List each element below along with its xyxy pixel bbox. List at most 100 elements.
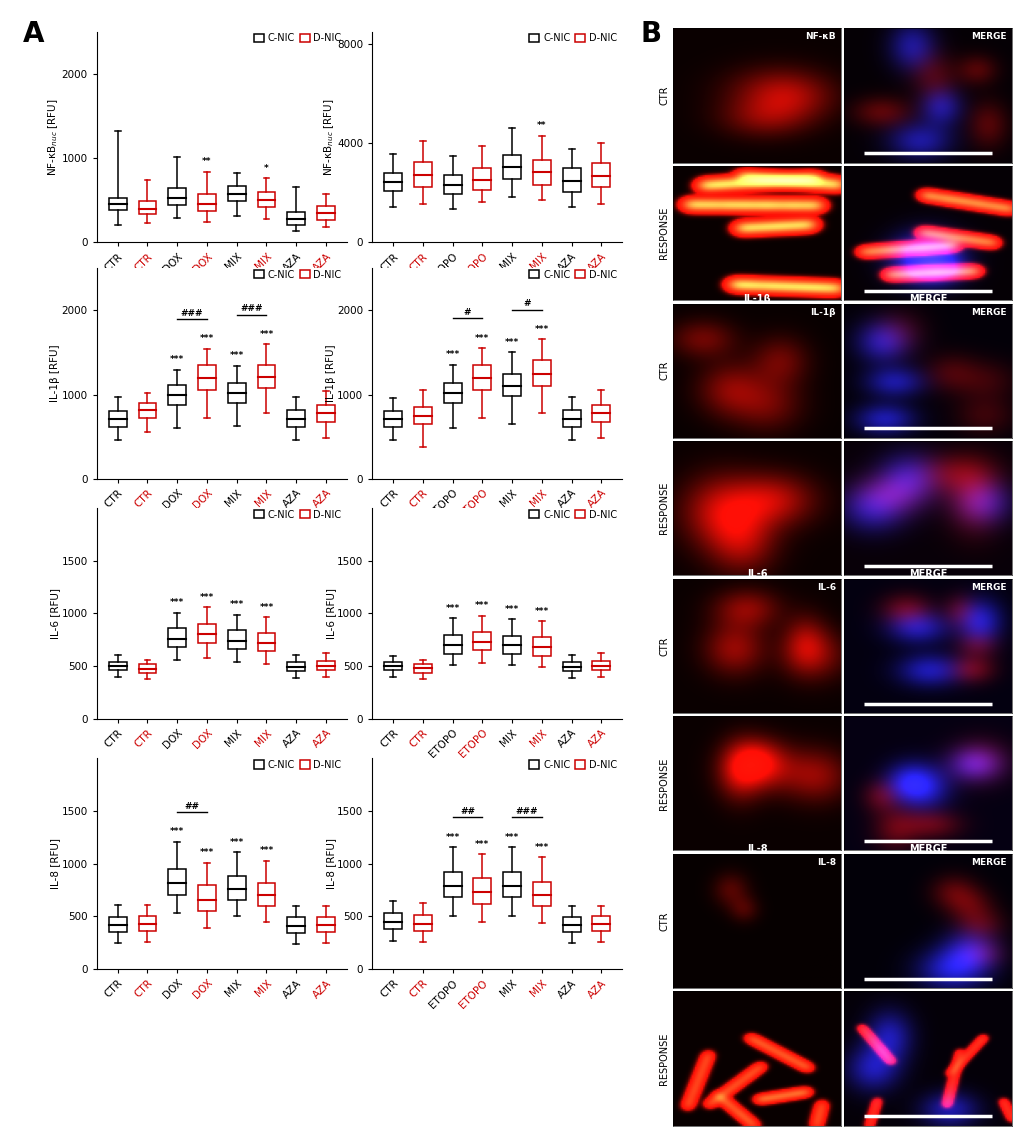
Text: IL-8: IL-8 [746,844,766,854]
Text: ***: *** [229,351,244,360]
Bar [287,918,305,933]
Bar [198,624,216,644]
Bar [287,410,305,426]
Text: ***: *** [200,594,214,603]
Bar [414,915,431,931]
Y-axis label: RESPONSE: RESPONSE [658,1032,668,1085]
Text: ***: *** [445,832,460,841]
Bar [473,167,491,190]
Bar [473,631,491,650]
Bar [592,163,609,188]
Bar [473,879,491,904]
Bar [227,877,246,899]
Y-axis label: CTR: CTR [658,636,668,656]
Text: IL-6: IL-6 [746,568,766,579]
Bar [287,211,305,225]
Bar [414,163,431,186]
Text: ***: *** [445,350,460,359]
Bar [109,662,126,670]
Text: ***: *** [534,607,548,616]
Bar [139,402,156,418]
Bar [168,384,186,405]
Y-axis label: RESPONSE: RESPONSE [658,757,668,810]
Text: **: ** [202,157,212,166]
Bar [168,869,186,895]
Text: MERGE: MERGE [908,293,947,304]
Y-axis label: NF-κB$_{nuc}$ [RFU]: NF-κB$_{nuc}$ [RFU] [47,99,60,175]
Y-axis label: CTR: CTR [658,85,668,106]
Text: IL-1β: IL-1β [810,308,836,316]
Text: ***: *** [475,840,489,849]
Bar [168,629,186,647]
Legend: C-NIC, D-NIC: C-NIC, D-NIC [251,267,344,283]
Y-axis label: IL-8 [RFU]: IL-8 [RFU] [325,838,335,889]
Bar [139,201,156,215]
Text: MERGE: MERGE [970,858,1006,866]
Legend: C-NIC, D-NIC: C-NIC, D-NIC [526,757,620,773]
Bar [317,661,334,671]
Bar [227,185,246,201]
Bar [533,160,550,184]
Y-axis label: RESPONSE: RESPONSE [658,207,668,259]
Bar [562,410,580,426]
Bar [414,407,431,424]
Text: ***: *** [229,600,244,609]
Bar [443,383,462,404]
Text: MERGE: MERGE [970,308,1006,316]
Bar [384,913,401,929]
Text: *: * [264,164,269,173]
Text: ***: *** [259,846,273,855]
Y-axis label: CTR: CTR [658,911,668,931]
Bar [139,916,156,931]
Bar [139,664,156,673]
Text: MERGE: MERGE [908,18,947,28]
Bar [592,661,609,671]
Text: #: # [464,308,471,317]
Text: IL-6: IL-6 [816,583,836,591]
Bar [384,410,401,426]
Bar [227,630,246,649]
Bar [198,885,216,911]
Bar [502,872,521,897]
Y-axis label: NF-κB$_{nuc}$ [RFU]: NF-κB$_{nuc}$ [RFU] [322,99,335,175]
Text: ***: *** [504,338,519,347]
Y-axis label: IL-8 [RFU]: IL-8 [RFU] [50,838,60,889]
Bar [562,918,580,932]
Text: ***: *** [504,832,519,841]
Text: ***: *** [259,330,273,339]
Bar [502,373,521,396]
Text: ###: ### [516,807,538,816]
Text: ***: *** [170,598,184,607]
Legend: C-NIC, D-NIC: C-NIC, D-NIC [526,267,620,283]
Bar [443,634,462,654]
Text: ##: ## [460,807,475,816]
Bar [592,916,609,931]
Bar [562,662,580,672]
Bar [502,155,521,179]
Text: ***: *** [170,828,184,837]
Bar [317,207,334,219]
Text: MERGE: MERGE [970,33,1006,41]
Text: MERGE: MERGE [970,583,1006,591]
Y-axis label: RESPONSE: RESPONSE [658,482,668,534]
Text: MERGE: MERGE [908,844,947,854]
Text: MERGE: MERGE [908,568,947,579]
Bar [592,405,609,422]
Text: NF-κB: NF-κB [740,18,772,28]
Bar [473,365,491,390]
Text: ***: *** [200,334,214,343]
Text: ***: *** [445,604,460,613]
Y-axis label: IL-6 [RFU]: IL-6 [RFU] [50,588,60,639]
Legend: C-NIC, D-NIC: C-NIC, D-NIC [251,507,344,523]
Bar [258,632,275,652]
Bar [109,198,126,210]
Bar [533,637,550,656]
Text: ***: *** [534,325,548,334]
Legend: C-NIC, D-NIC: C-NIC, D-NIC [526,31,620,47]
Text: ***: *** [229,838,244,847]
Legend: C-NIC, D-NIC: C-NIC, D-NIC [251,31,344,47]
Bar [414,664,431,672]
Text: ##: ## [184,802,200,811]
Text: IL-1β: IL-1β [743,293,770,304]
Text: **: ** [537,122,546,131]
